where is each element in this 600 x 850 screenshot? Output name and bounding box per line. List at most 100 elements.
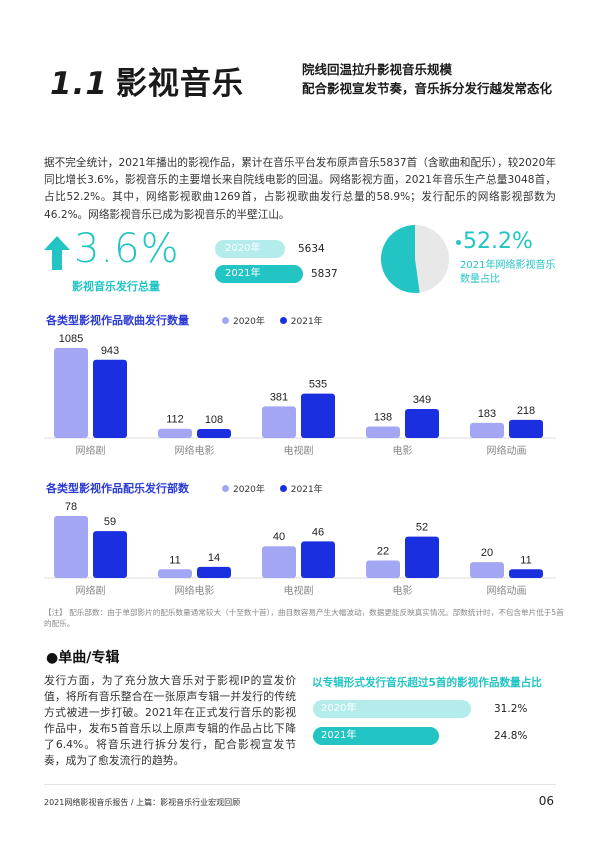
legend-item-2021: 2021年 — [279, 485, 323, 495]
bar-value-label: 108 — [205, 414, 223, 426]
album-chart-title: 以专辑形式发行音乐超过5首的影视作品数量占比 — [312, 677, 542, 689]
category-label: 电影 — [393, 584, 413, 597]
section-number: 1.1 — [50, 66, 108, 102]
growth-label: 影视音乐发行总量 — [72, 280, 160, 293]
bar-2020年-电影 — [366, 426, 400, 438]
bar-2020年-网络动画 — [470, 562, 504, 578]
share-pie — [381, 225, 449, 293]
legend-label-2020: 2020年 — [233, 485, 265, 495]
legend-item-2021: 2021年 — [279, 317, 323, 327]
bar-value-label: 52 — [416, 522, 428, 534]
up-arrow-icon — [44, 236, 70, 270]
bar-2021年-网络电影 — [197, 429, 231, 438]
category-label: 电视剧 — [284, 584, 314, 597]
legend-dot-2021 — [279, 317, 287, 324]
bar-value-label: 112 — [166, 414, 184, 426]
bar-2021年-电视剧 — [301, 393, 335, 438]
total-bar-2021: 2021年 — [215, 265, 303, 283]
legend-label-2020: 2020年 — [233, 317, 265, 327]
pie-label: 2021年网络影视音乐 数量占比 — [460, 259, 570, 287]
category-label: 电视剧 — [284, 444, 314, 457]
bar-value-label: 183 — [478, 408, 496, 420]
bar-2020年-电视剧 — [262, 406, 296, 438]
chart-scores: 78 59 网络剧 11 14 网络电影 40 46 电视剧 22 52 电影 20 11 网络动画 — [44, 501, 556, 597]
bar-2021年-网络动画 — [509, 569, 543, 578]
bar-2020年-网络电影 — [158, 428, 192, 438]
bar-value-label: 11 — [520, 554, 531, 566]
category-label: 网络动画 — [487, 584, 527, 597]
bar-2021年-电影 — [405, 409, 439, 438]
pie-value: 52.2% — [463, 229, 533, 254]
bar-value-label: 535 — [309, 379, 327, 391]
total-bar-2020: 2020年 — [215, 240, 285, 258]
bar-value-label: 78 — [65, 501, 77, 513]
legend-item-2020: 2020年 — [222, 317, 265, 327]
top-rule — [0, 0, 600, 3]
album-bar-2020: 2020年 — [313, 700, 471, 718]
category-label: 网络剧 — [76, 584, 106, 597]
legend-dot-2021 — [279, 485, 287, 492]
legend-dot-2020 — [222, 317, 229, 324]
bar-value-label: 1085 — [59, 333, 83, 345]
album-value-2021: 24.8% — [494, 730, 528, 742]
total-value-2020: 5634 — [298, 243, 325, 255]
pie-slice-network — [381, 225, 420, 293]
bar-value-label: 943 — [101, 345, 119, 357]
footer-divider — [44, 784, 556, 785]
bar-2020年-电影 — [366, 560, 400, 578]
chart-scores-title: 各类型影视作品配乐发行部数 — [46, 482, 189, 495]
chart-songs-title: 各类型影视作品歌曲发行数量 — [46, 314, 189, 327]
legend-item-2020: 2020年 — [222, 485, 265, 495]
category-label: 网络电影 — [175, 444, 215, 457]
bar-value-label: 218 — [517, 405, 535, 417]
growth-value: 3.6% — [74, 226, 180, 272]
bar-2021年-电影 — [405, 536, 439, 578]
bar-value-label: 20 — [481, 547, 493, 559]
bar-2021年-电视剧 — [301, 541, 335, 578]
chart-songs: 1085 943 网络剧 112 108 网络电影 381 535 电视剧 138 349 电影 183… — [44, 333, 556, 457]
legend-dot-2020 — [222, 485, 229, 492]
category-label: 网络动画 — [487, 444, 527, 457]
bar-value-label: 40 — [273, 531, 285, 543]
album-value-2020: 31.2% — [494, 703, 528, 715]
pie-label-line-2: 数量占比 — [460, 274, 500, 285]
bar-2021年-网络剧 — [93, 359, 127, 438]
section-title-text: 影视音乐 — [115, 66, 244, 102]
bar-2021年-网络动画 — [509, 419, 543, 438]
bar-2021年-网络剧 — [93, 531, 127, 578]
bar-value-label: 14 — [208, 552, 220, 564]
bar-value-label: 349 — [413, 394, 431, 406]
chart-note: 【注】 配乐部数：由于单部影片的配乐数量通常较大（十至数十首），曲目数容易产生大… — [44, 608, 564, 628]
bar-value-label: 381 — [270, 391, 288, 403]
subtitle-line-2: 配合影视宣发节奏，音乐拆分发行越发常态化 — [301, 81, 552, 96]
subtitle-line-1: 院线回温拉升影视音乐规模 — [301, 62, 452, 77]
category-label: 网络剧 — [76, 444, 106, 457]
chart-scores-legend: 2020年 2021年 — [222, 482, 335, 495]
legend-label-2021: 2021年 — [290, 317, 323, 327]
pie-label-line-1: 2021年网络影视音乐 — [460, 260, 556, 271]
footer-text: 2021网络影视音乐报告 / 上篇：影视音乐行业宏观回顾 — [44, 798, 241, 807]
bar-2021年-网络电影 — [197, 566, 231, 578]
section-subtitle: 院线回温拉升影视音乐规模 配合影视宣发节奏，音乐拆分发行越发常态化 — [302, 60, 552, 98]
bar-2020年-网络电影 — [158, 569, 192, 578]
chart-songs-legend: 2020年 2021年 — [222, 314, 335, 327]
bar-value-label: 22 — [377, 546, 389, 558]
album-paragraph: 发行方面，为了充分放大音乐对于影视IP的宣发价值，将所有音乐整合在一张原声专辑一… — [44, 674, 296, 767]
album-heading: ●单曲/专辑 — [46, 650, 120, 666]
bar-2020年-网络剧 — [54, 516, 88, 578]
total-value-2021: 5837 — [311, 268, 338, 280]
bar-value-label: 138 — [374, 412, 392, 424]
section-title: 1.1 影视音乐 — [50, 58, 244, 103]
bar-value-label: 46 — [312, 526, 324, 538]
pie-marker — [456, 240, 461, 245]
category-label: 电影 — [393, 444, 413, 457]
bar-value-label: 11 — [169, 554, 180, 566]
intro-paragraph: 据不完全统计，2021年播出的影视作品，累计在音乐平台发布原声音乐5837首（含… — [44, 157, 556, 221]
bar-2020年-网络动画 — [470, 422, 504, 438]
bar-2020年-电视剧 — [262, 546, 296, 578]
legend-label-2021: 2021年 — [290, 485, 323, 495]
bar-value-label: 59 — [104, 516, 116, 528]
page-number: 06 — [538, 794, 554, 808]
category-label: 网络电影 — [175, 584, 215, 597]
bar-2020年-网络剧 — [54, 348, 88, 438]
